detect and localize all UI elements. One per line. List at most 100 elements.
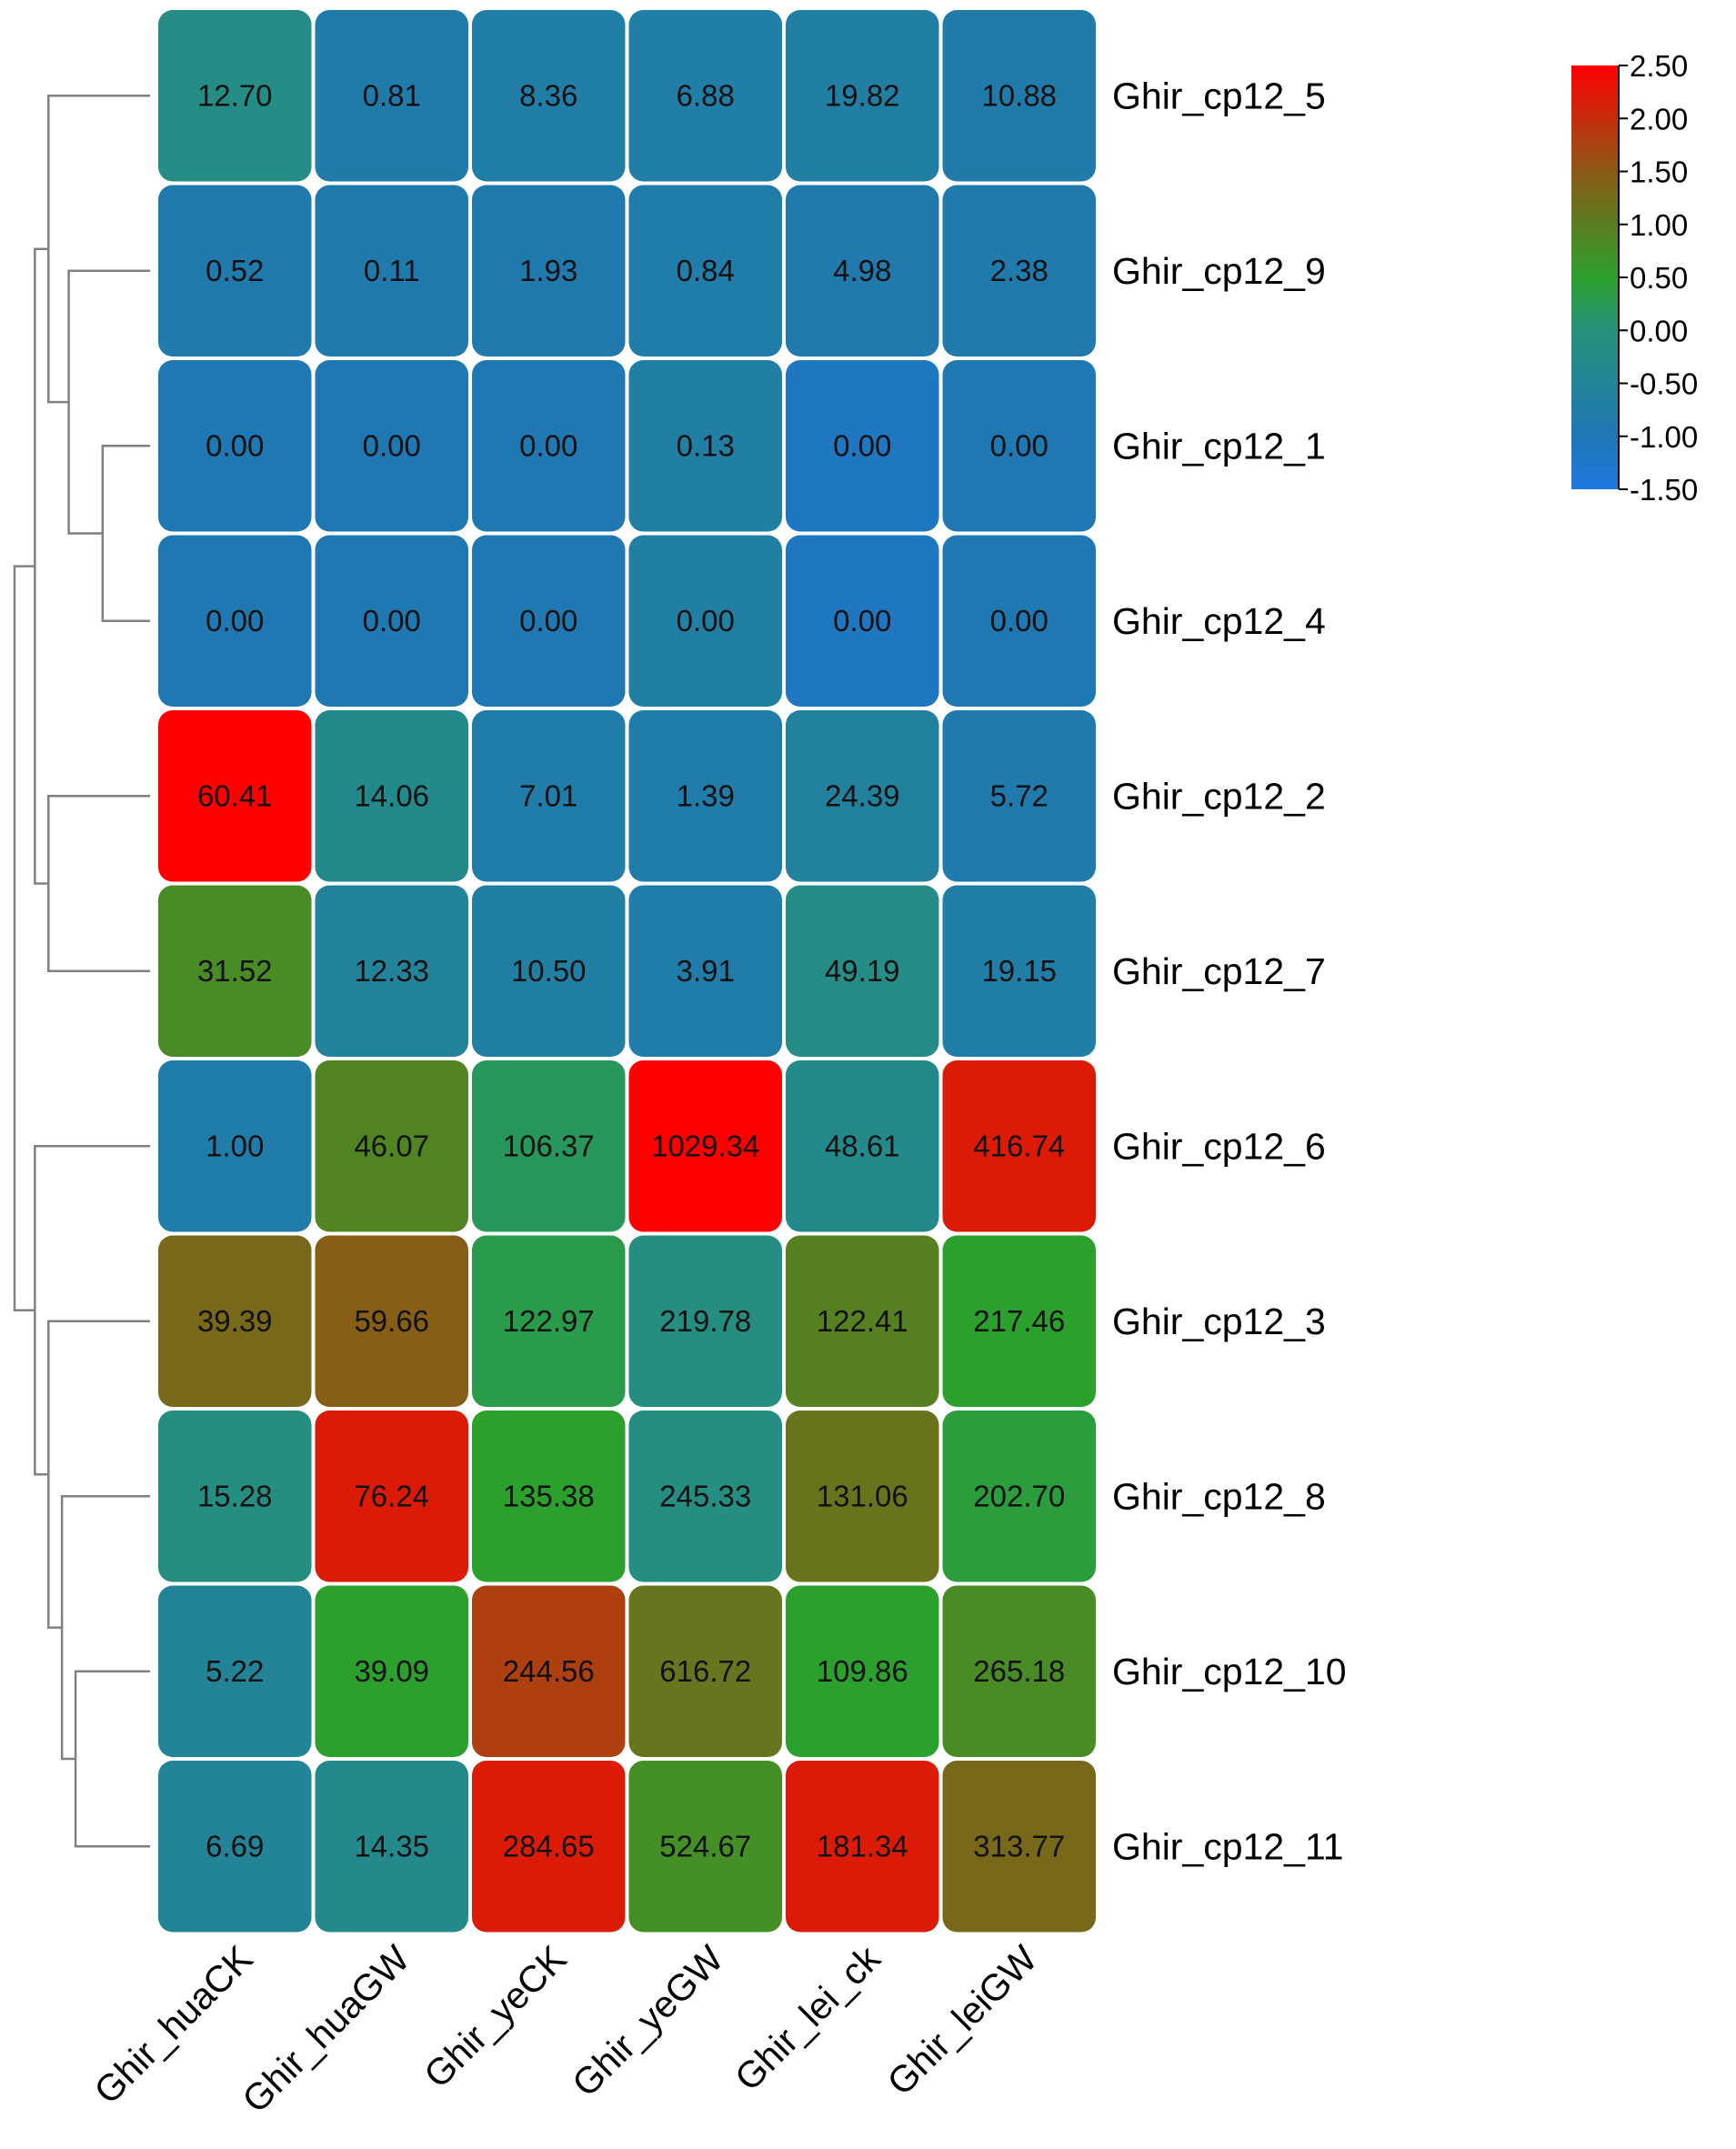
cell-value-label: 217.46 (973, 1304, 1065, 1338)
heatmap-cell (472, 885, 626, 1057)
cell-value-label: 106.37 (503, 1129, 595, 1162)
cell-value-label: 6.88 (677, 78, 735, 112)
cell-value-label: 1.39 (677, 778, 735, 812)
column-label: Ghir_yeCK (416, 1937, 574, 2095)
cell-value-label: 219.78 (659, 1304, 751, 1338)
heatmap-cell (942, 1585, 1096, 1757)
cell-value-label: 245.33 (659, 1479, 751, 1512)
heatmap-cell (786, 360, 939, 532)
dendrogram-branch (47, 1320, 150, 1629)
dendrogram-branch (101, 445, 150, 622)
cell-value-label: 0.84 (677, 254, 735, 287)
cell-value-label: 15.28 (197, 1479, 273, 1512)
cell-value-label: 122.41 (817, 1304, 908, 1338)
row-label: Ghir_cp12_10 (1112, 1651, 1347, 1692)
cell-value-label: 39.09 (354, 1654, 429, 1688)
cell-value-label: 0.00 (990, 604, 1049, 638)
heatmap-cell (315, 885, 468, 1057)
cell-value-label: 24.39 (825, 778, 900, 812)
heatmap-cell (786, 185, 939, 356)
row-label: Ghir_cp12_8 (1112, 1475, 1326, 1517)
cell-value-label: 0.00 (363, 428, 421, 462)
cell-value-label: 0.00 (833, 428, 891, 462)
cell-value-label: 10.50 (511, 954, 587, 988)
cell-value-label: 6.69 (206, 1829, 264, 1863)
heatmap-cell (786, 1761, 939, 1933)
colorbar-tick-label: 2.00 (1630, 102, 1688, 136)
row-label: Ghir_cp12_6 (1112, 1125, 1326, 1167)
cell-value-label: 10.88 (981, 78, 1057, 112)
heatmap-cell (942, 710, 1096, 882)
heatmap-cell (628, 1060, 782, 1232)
heatmap-cell (786, 710, 939, 882)
heatmap-cell (942, 885, 1096, 1057)
heatmap-cell (786, 885, 939, 1057)
cell-value-label: 416.74 (973, 1129, 1065, 1162)
dendrogram-branch (34, 247, 49, 885)
heatmap-cell (942, 535, 1096, 707)
heatmap-cell (942, 10, 1096, 182)
cell-value-label: 7.01 (519, 778, 577, 812)
cell-value-label: 616.72 (659, 1654, 751, 1688)
cell-value-label: 19.82 (825, 78, 900, 112)
heatmap-cell (315, 1585, 468, 1757)
heatmap-cell (942, 185, 1096, 356)
cell-value-label: 12.70 (197, 78, 273, 112)
heatmap-cell (158, 10, 312, 182)
colorbar-gradient (1571, 65, 1619, 489)
heatmap-cell (942, 1235, 1096, 1407)
heatmap-cell (472, 360, 626, 532)
cell-value-label: 48.61 (825, 1129, 900, 1162)
heatmap-cell (472, 1060, 626, 1232)
heatmap-cell (628, 885, 782, 1057)
cell-value-label: 265.18 (973, 1654, 1065, 1688)
cell-value-label: 0.13 (677, 428, 735, 462)
heatmap-cell (158, 885, 312, 1057)
row-dendrogram (13, 95, 150, 1848)
cell-value-label: 49.19 (825, 954, 900, 988)
heatmap-cell (628, 1235, 782, 1407)
cell-value-label: 12.33 (354, 954, 429, 988)
heatmap-cell (942, 360, 1096, 532)
row-label: Ghir_cp12_11 (1112, 1825, 1344, 1867)
cell-value-label: 2.38 (990, 254, 1049, 287)
cell-value-label: 284.65 (503, 1829, 595, 1863)
cell-value-label: 5.22 (206, 1654, 264, 1688)
cell-value-label: 122.97 (503, 1304, 595, 1338)
cell-value-label: 59.66 (354, 1304, 429, 1338)
cell-value-label: 46.07 (354, 1129, 429, 1162)
heatmap-cell (315, 1761, 468, 1933)
column-label: Ghir_leiGW (879, 1937, 1046, 2104)
cell-value-label: 14.35 (354, 1829, 429, 1863)
heatmap-cell (315, 1235, 468, 1407)
row-label: Ghir_cp12_1 (1112, 425, 1326, 467)
heatmap-cell (628, 1411, 782, 1582)
colorbar-tick-label: -1.00 (1630, 420, 1698, 454)
column-label: Ghir_yeGW (564, 1937, 731, 2104)
cell-value-label: 39.39 (197, 1304, 273, 1338)
cell-value-label: 109.86 (817, 1654, 908, 1688)
cell-value-label: 0.00 (519, 604, 577, 638)
heatmap-cell (472, 710, 626, 882)
heatmap-cells: 12.70 0.81 8.36 6.88 19.82 10.88 0.52 0.11 1.93 0… (158, 10, 1096, 1933)
column-label: Ghir_huaGW (234, 1937, 417, 2121)
colorbar-tick-label: 2.50 (1630, 49, 1688, 83)
dendrogram-branch (74, 1670, 150, 1848)
heatmap-cell (315, 1411, 468, 1582)
dendrogram-branch (34, 1145, 150, 1476)
heatmap-cell (472, 10, 626, 182)
heatmap-cell (628, 710, 782, 882)
colorbar-tick-label: 1.50 (1630, 156, 1688, 189)
heatmap-cell (158, 360, 312, 532)
row-label: Ghir_cp12_4 (1112, 600, 1326, 642)
heatmap-cell (786, 1411, 939, 1582)
cell-value-label: 0.00 (833, 604, 891, 638)
colorbar-tick-label: -1.50 (1630, 473, 1698, 507)
dendrogram-branch (13, 565, 35, 1311)
cell-value-label: 5.72 (990, 778, 1049, 812)
cell-value-label: 0.81 (363, 78, 421, 112)
cell-value-label: 0.11 (364, 254, 420, 287)
heatmap-cell (472, 1761, 626, 1933)
heatmap-cell (315, 1060, 468, 1232)
